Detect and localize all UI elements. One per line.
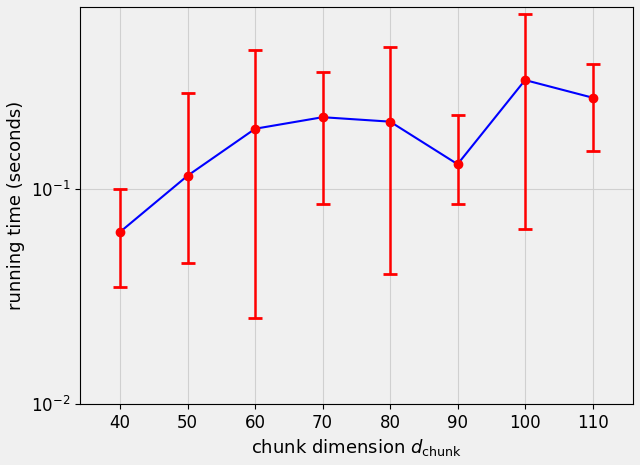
Y-axis label: running time (seconds): running time (seconds) (7, 101, 25, 310)
X-axis label: chunk dimension $d_{\mathrm{chunk}}$: chunk dimension $d_{\mathrm{chunk}}$ (251, 437, 462, 458)
